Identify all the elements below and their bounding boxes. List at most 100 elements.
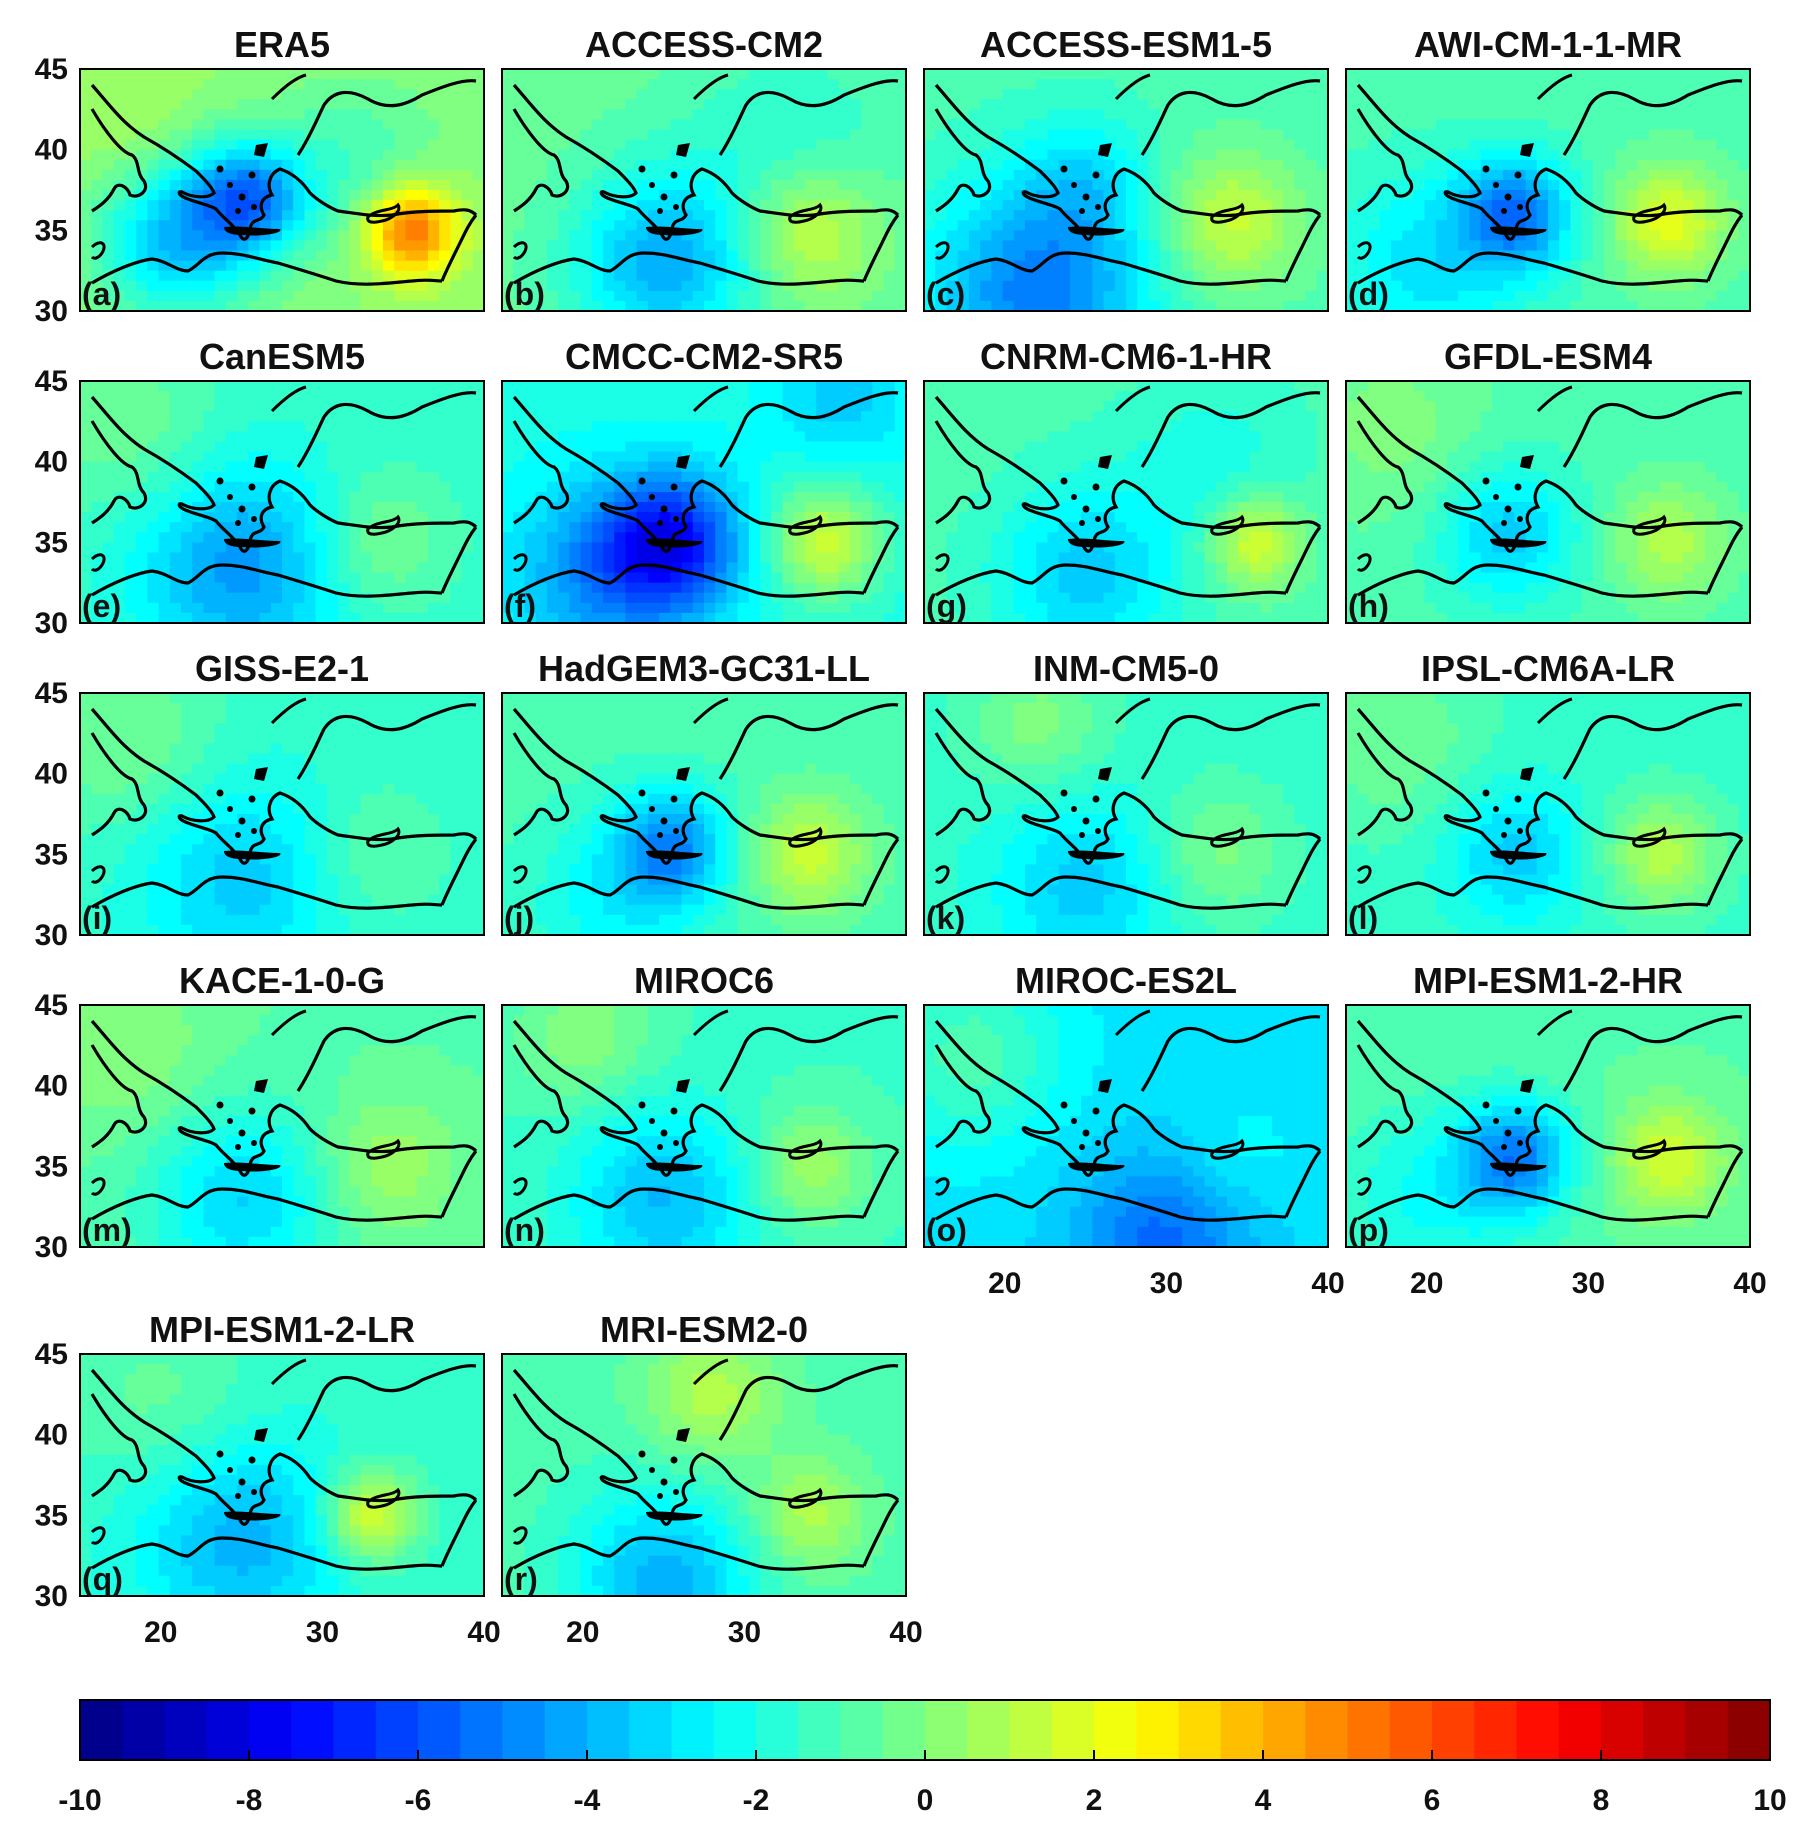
field-cell bbox=[360, 451, 373, 463]
field-cell bbox=[1002, 99, 1015, 111]
field-cell bbox=[1491, 230, 1504, 242]
field-cell bbox=[338, 159, 351, 171]
field-cell bbox=[1536, 290, 1549, 302]
field-cell bbox=[1413, 159, 1426, 171]
field-cell bbox=[124, 391, 137, 402]
field-cell bbox=[203, 230, 216, 242]
field-cell bbox=[360, 431, 373, 443]
field-cell bbox=[147, 210, 160, 222]
field-cell bbox=[371, 159, 384, 171]
field-cell bbox=[326, 491, 339, 503]
field-cell bbox=[136, 411, 149, 423]
field-cell bbox=[513, 119, 526, 131]
field-cell bbox=[748, 119, 761, 131]
field-cell bbox=[569, 542, 582, 554]
field-cell bbox=[1238, 139, 1251, 151]
field-cell bbox=[248, 602, 261, 614]
field-cell bbox=[1103, 270, 1116, 282]
field-cell bbox=[636, 421, 649, 433]
field-cell bbox=[315, 401, 328, 413]
field-cell bbox=[203, 441, 216, 453]
field-cell bbox=[450, 79, 463, 90]
field-cell bbox=[957, 280, 970, 292]
field-cell bbox=[1025, 220, 1038, 232]
field-cell bbox=[659, 451, 672, 463]
field-cell bbox=[1705, 99, 1718, 111]
field-cell bbox=[169, 431, 182, 443]
field-cell bbox=[883, 260, 896, 272]
field-cell bbox=[1069, 99, 1082, 111]
field-cell bbox=[849, 280, 862, 292]
field-cell bbox=[1458, 79, 1471, 90]
field-cell bbox=[935, 240, 948, 252]
field-cell bbox=[760, 522, 773, 534]
field-cell bbox=[614, 200, 627, 211]
field-cell bbox=[1204, 159, 1217, 171]
field-cell bbox=[838, 240, 851, 252]
field-cell bbox=[614, 230, 627, 242]
field-cell bbox=[259, 441, 272, 453]
field-cell bbox=[383, 69, 396, 80]
field-cell bbox=[558, 612, 571, 623]
field-cell bbox=[192, 250, 205, 262]
field-cell bbox=[1260, 240, 1273, 252]
field-cell bbox=[1727, 200, 1740, 211]
field-cell bbox=[1204, 119, 1217, 131]
field-cell bbox=[580, 240, 593, 252]
field-cell bbox=[1469, 280, 1482, 292]
field-cell bbox=[946, 169, 959, 181]
field-cell bbox=[91, 99, 104, 111]
field-cell bbox=[416, 582, 429, 594]
field-cell bbox=[450, 592, 463, 604]
field-cell bbox=[580, 129, 593, 141]
field-cell bbox=[726, 512, 739, 523]
field-cell bbox=[935, 79, 948, 90]
field-cell bbox=[158, 572, 171, 584]
field-cell bbox=[360, 300, 373, 311]
field-cell bbox=[591, 69, 604, 80]
field-cell bbox=[1069, 260, 1082, 272]
field-cell bbox=[1491, 149, 1504, 161]
field-cell bbox=[1682, 290, 1695, 302]
field-cell bbox=[383, 149, 396, 161]
field-cell bbox=[558, 592, 571, 604]
field-cell bbox=[715, 441, 728, 453]
field-cell bbox=[1682, 250, 1695, 262]
field-cell bbox=[282, 179, 295, 191]
field-cell bbox=[1413, 69, 1426, 80]
field-cell bbox=[248, 582, 261, 594]
field-cell bbox=[737, 220, 750, 232]
field-cell bbox=[1357, 220, 1370, 232]
field-cell bbox=[546, 612, 559, 623]
field-cell bbox=[1693, 69, 1706, 80]
field-cell bbox=[1525, 220, 1538, 232]
field-cell bbox=[670, 129, 683, 141]
field-cell bbox=[304, 280, 317, 292]
field-cell bbox=[1402, 240, 1415, 252]
field-cell bbox=[439, 562, 452, 574]
field-cell bbox=[704, 592, 717, 604]
field-cell bbox=[1182, 270, 1195, 282]
field-cell bbox=[259, 522, 272, 534]
field-cell bbox=[614, 89, 627, 101]
field-cell bbox=[827, 89, 840, 101]
field-cell bbox=[192, 79, 205, 90]
field-cell bbox=[91, 139, 104, 151]
field-cell bbox=[1137, 300, 1150, 311]
field-cell bbox=[1182, 230, 1195, 242]
field-cell bbox=[1435, 159, 1448, 171]
field-cell bbox=[450, 471, 463, 483]
field-cell bbox=[625, 280, 638, 292]
field-cell bbox=[405, 200, 418, 211]
field-cell bbox=[1491, 280, 1504, 292]
field-cell bbox=[805, 159, 818, 171]
field-cell bbox=[1357, 280, 1370, 292]
field-cell bbox=[225, 431, 238, 443]
field-cell bbox=[1480, 139, 1493, 151]
field-cell bbox=[1137, 139, 1150, 151]
field-cell bbox=[304, 300, 317, 311]
field-cell bbox=[450, 250, 463, 262]
field-cell bbox=[1182, 190, 1195, 201]
field-cell bbox=[760, 139, 773, 151]
